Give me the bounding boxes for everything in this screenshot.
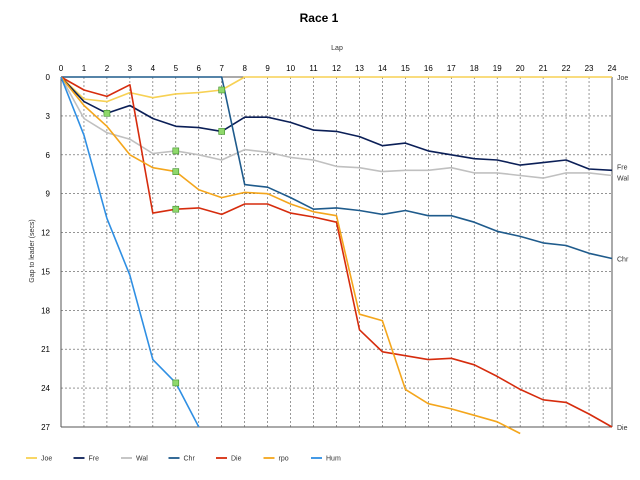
grid xyxy=(60,76,613,428)
x-tick-label: 12 xyxy=(332,64,341,73)
x-tick-label: 11 xyxy=(309,64,318,73)
legend-label-die: Die xyxy=(231,456,242,463)
chart-title: Race 1 xyxy=(300,11,339,25)
y-tick-label: 12 xyxy=(41,229,50,238)
marker-point xyxy=(218,128,226,135)
legend-label-hum: Hum xyxy=(326,456,341,463)
x-tick-label: 17 xyxy=(447,64,456,73)
series-line-die xyxy=(60,76,613,428)
marker-point xyxy=(172,168,180,175)
y-tick-label: 18 xyxy=(41,306,50,315)
x-tick-labels: 0 1 2 3 4 5 6 7 8 9 10 11 12 13 14 15 16 17 18 19 20 21 22 23 24 xyxy=(59,64,617,73)
x-tick-label: 5 xyxy=(174,64,179,73)
pit-markers xyxy=(103,86,226,387)
y-tick-label: 24 xyxy=(41,384,50,393)
x-tick-label: 22 xyxy=(562,64,571,73)
series-line-rpo xyxy=(60,76,521,435)
x-tick-label: 0 xyxy=(59,64,64,73)
end-label-chr: Chr xyxy=(617,256,629,263)
y-axis-label: Gap to leader (secs) xyxy=(29,219,36,282)
legend-label-rpo: rpo xyxy=(279,456,289,463)
legend-label-chr: Chr xyxy=(184,456,196,463)
end-label-die: Die xyxy=(617,425,628,432)
y-tick-label: 0 xyxy=(46,73,51,82)
legend-label-fre: Fre xyxy=(89,456,100,463)
series-line-joe xyxy=(60,76,612,103)
marker-point xyxy=(172,147,180,155)
x-tick-label: 24 xyxy=(608,64,617,73)
x-tick-label: 1 xyxy=(82,64,87,73)
end-label-fre: Fre xyxy=(617,164,628,171)
x-tick-label: 19 xyxy=(493,64,502,73)
series-line-chr xyxy=(61,76,613,260)
series-line-fre xyxy=(60,76,613,172)
x-tick-label: 18 xyxy=(470,64,479,73)
marker-point xyxy=(218,86,226,94)
x-tick-label: 3 xyxy=(128,64,133,73)
y-tick-label: 9 xyxy=(46,190,51,199)
series-line-wal xyxy=(60,76,613,179)
x-tick-label: 15 xyxy=(401,64,410,73)
x-tick-label: 7 xyxy=(219,64,224,73)
legend-label-wal: Wal xyxy=(136,456,148,463)
marker-point xyxy=(103,109,111,117)
y-tick-label: 15 xyxy=(41,267,50,276)
y-tick-label: 3 xyxy=(46,112,51,121)
x-tick-label: 2 xyxy=(105,64,110,73)
marker-point xyxy=(172,379,180,387)
y-tick-label: 6 xyxy=(46,151,51,160)
end-labels: Joe Fre Wal Chr Die xyxy=(617,75,629,432)
legend: Joe Fre Wal Chr Die rpo Hum xyxy=(26,456,341,463)
series-lines xyxy=(60,76,613,435)
x-tick-label: 21 xyxy=(539,64,548,73)
x-tick-label: 23 xyxy=(585,64,594,73)
x-tick-label: 20 xyxy=(516,64,525,73)
marker-point xyxy=(172,205,180,213)
end-label-joe: Joe xyxy=(617,75,628,82)
x-tick-label: 9 xyxy=(265,64,270,73)
x-tick-label: 4 xyxy=(151,64,156,73)
legend-label-joe: Joe xyxy=(41,456,52,463)
x-tick-label: 14 xyxy=(378,64,387,73)
x-tick-label: 6 xyxy=(197,64,202,73)
x-axis-label: Lap xyxy=(331,45,343,52)
y-tick-label: 27 xyxy=(41,423,50,432)
x-tick-label: 13 xyxy=(355,64,364,73)
y-tick-label: 21 xyxy=(41,345,50,354)
x-tick-label: 10 xyxy=(286,64,295,73)
y-tick-labels: 0 3 6 9 12 15 18 21 24 27 xyxy=(41,73,50,432)
end-label-wal: Wal xyxy=(617,176,629,183)
x-tick-label: 8 xyxy=(242,64,247,73)
x-tick-label: 16 xyxy=(424,64,433,73)
